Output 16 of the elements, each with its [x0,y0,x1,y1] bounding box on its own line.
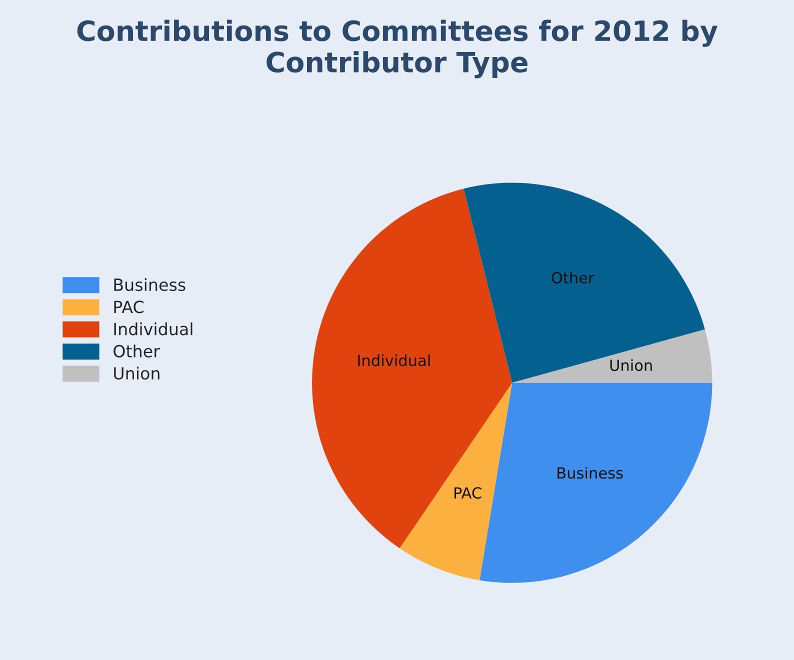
legend-label: PAC [114,300,144,314]
pie-slice [400,382,512,580]
pie-slice [312,188,512,548]
slice-label: Individual [358,354,430,366]
legend-label: Business [114,278,186,292]
pie-slice [464,182,705,383]
slice-label: Other [552,272,594,284]
legend-label: Union [114,366,160,380]
pie-slice [480,382,712,583]
slice-label: Business [558,466,623,479]
slice-label: PAC [454,487,482,499]
legend-label: Individual [114,322,192,336]
chart-title: Contributions to Committees for 2012 by Contributor Type [77,20,718,78]
pie-slice [512,329,712,383]
slice-label: Union [610,359,652,372]
legend-label: Other [114,344,160,358]
